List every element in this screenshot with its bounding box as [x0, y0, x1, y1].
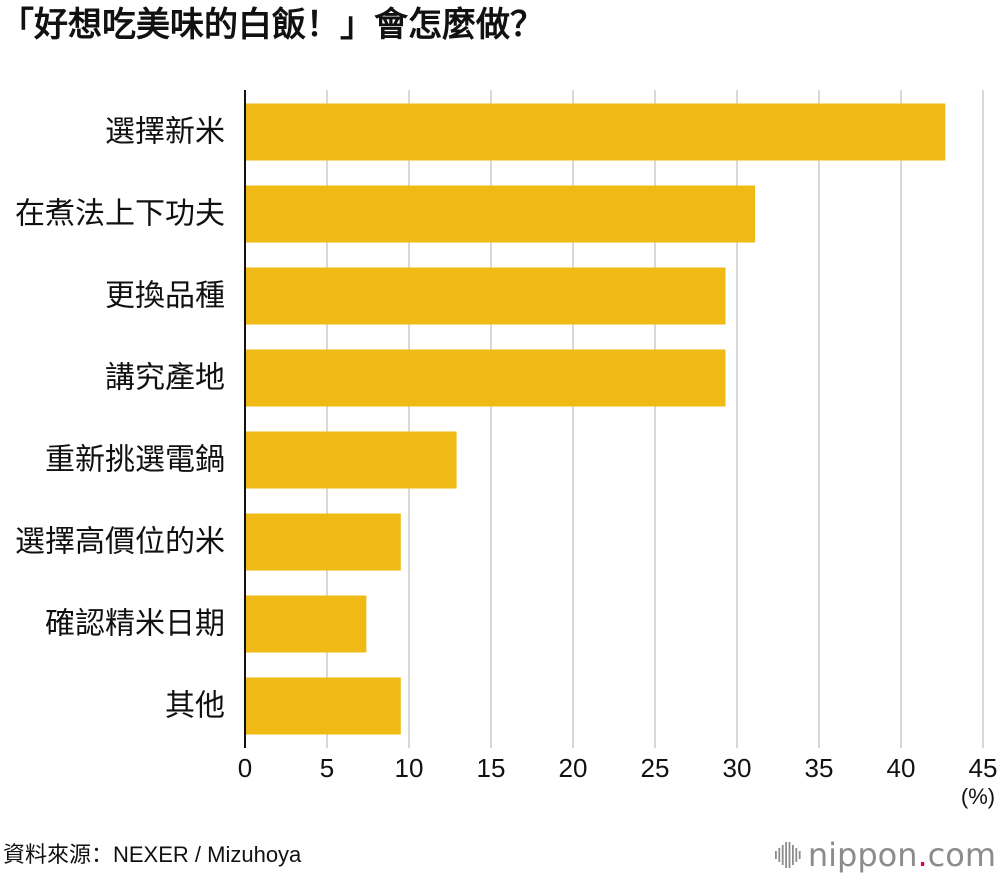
bar [245, 103, 946, 161]
logo-icon-bar [788, 842, 791, 868]
x-tick-labels: 0 5 10 15 20 25 30 35 40 45 [238, 753, 998, 783]
x-tick-label: 0 [238, 753, 252, 783]
category-label: 講究產地 [105, 362, 225, 395]
logo-icon-bar [795, 848, 798, 862]
bar [245, 267, 726, 325]
logo-icon-bar [781, 845, 784, 865]
x-tick-label: 15 [477, 753, 506, 783]
x-tick-label: 25 [641, 753, 670, 783]
x-tick-label: 5 [320, 753, 334, 783]
bar [245, 677, 401, 735]
bar [245, 349, 726, 407]
logo-icon-bar [778, 848, 781, 862]
x-tick-label: 35 [805, 753, 834, 783]
sound-wave-icon [774, 842, 801, 868]
bar [245, 431, 457, 489]
category-label: 選擇新米 [105, 116, 225, 149]
x-tick-label: 30 [723, 753, 752, 783]
category-label: 確認精米日期 [45, 608, 225, 641]
bar [245, 185, 756, 243]
category-label: 更換品種 [105, 280, 225, 313]
x-tick-label: 20 [559, 753, 588, 783]
bars [245, 103, 946, 735]
logo-icon-bar [798, 851, 801, 859]
x-tick-label: 45 [969, 753, 998, 783]
x-tick-label: 10 [395, 753, 424, 783]
category-label: 重新挑選電鍋 [45, 444, 225, 477]
category-label: 其他 [165, 690, 225, 723]
logo-dot: . [917, 836, 928, 874]
nippon-logo: nippon. com [774, 836, 996, 874]
bar [245, 513, 401, 571]
category-label: 選擇高價位的米 [15, 526, 225, 559]
logo-suffix: com [927, 836, 996, 874]
category-label: 在煮法上下功夫 [15, 198, 225, 231]
logo-icon-bar [791, 845, 794, 865]
logo-icon-bar [774, 851, 777, 859]
logo-name: nippon [807, 836, 918, 874]
bar [245, 595, 367, 653]
x-tick-label: 40 [887, 753, 916, 783]
bar-chart: 選擇新米在煮法上下功夫更換品種講究產地重新挑選電鍋選擇高價位的米確認精米日期其他… [15, 90, 998, 809]
x-unit-label: (%) [961, 784, 995, 809]
source-note: 資料來源：NEXER / Mizuhoya [3, 842, 302, 867]
logo-icon-bar [785, 842, 787, 868]
chart-title: 「好想吃美味的白飯！」會怎麼做？ [0, 6, 544, 44]
